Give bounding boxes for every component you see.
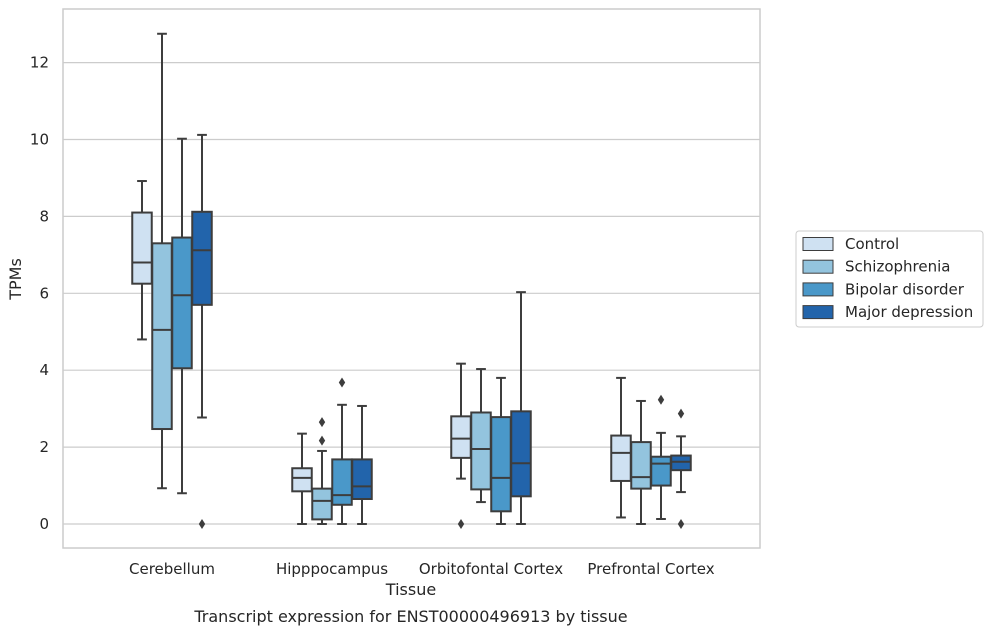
boxes <box>131 32 692 529</box>
legend-swatch-3 <box>802 282 834 297</box>
box-3-0 <box>191 133 213 529</box>
y-tick-label-8: 8 <box>39 207 49 225</box>
x-axis-label: Tissue <box>385 580 436 599</box>
legend-label-4: Major depression <box>845 303 973 321</box>
box-3-3 <box>670 408 692 529</box>
y-tick-label-12: 12 <box>30 54 49 72</box>
legend-swatch-4 <box>802 305 834 320</box>
y-tick-label-10: 10 <box>30 131 49 149</box>
iqr-box <box>630 441 652 490</box>
box-0-1 <box>291 432 313 525</box>
flier-0 <box>318 435 326 446</box>
flier-0 <box>657 394 665 405</box>
y-tick-labels: 0 2 4 6 8 10 12 <box>30 54 49 533</box>
iqr-box <box>331 458 353 506</box>
legend-frame <box>795 230 984 328</box>
iqr-box <box>311 487 333 521</box>
legend-swatch-1 <box>802 237 834 251</box>
y-tick-label-6: 6 <box>39 284 49 302</box>
box-0-3 <box>610 376 632 519</box>
x-tick-label-3: Orbitofontal Cortex <box>419 560 563 578</box>
iqr-box <box>131 211 153 285</box>
x-tick-label-2: Hipppocampus <box>276 560 388 578</box>
y-axis-label: TPMs <box>6 258 25 301</box>
box-3-2 <box>510 291 532 525</box>
box-2-1 <box>331 377 353 525</box>
box-0-0 <box>131 180 153 341</box>
box-3-1 <box>351 404 373 525</box>
flier-1 <box>318 417 326 428</box>
flier-0 <box>198 519 206 529</box>
legend-label-2: Schizophrenia <box>845 258 950 276</box>
flier-0 <box>677 519 685 529</box>
iqr-box <box>171 236 193 370</box>
box-1-0 <box>151 32 173 490</box>
legend-swatch-2 <box>802 259 834 274</box>
legend: Control Schizophrenia Bipolar disorder Majo… <box>795 230 984 328</box>
box-1-1 <box>311 417 333 525</box>
flier-0 <box>457 519 465 529</box>
chart-caption: Transcript expression for ENST0000049691… <box>193 607 627 626</box>
iqr-box <box>470 411 492 491</box>
iqr-box <box>351 458 373 501</box>
legend-label-1: Control <box>845 235 899 253</box>
flier-0 <box>338 377 346 388</box>
iqr-box <box>490 416 512 513</box>
iqr-box <box>191 210 213 306</box>
iqr-box <box>510 410 532 498</box>
iqr-box <box>610 434 632 482</box>
box-2-0 <box>171 137 193 495</box>
x-tick-labels: Cerebellum Hipppocampus Orbitofontal Corte… <box>129 560 715 578</box>
iqr-box <box>670 454 692 472</box>
x-tick-label-1: Cerebellum <box>129 560 215 578</box>
x-tick-label-4: Prefrontal Cortex <box>587 560 714 578</box>
y-tick-label-2: 2 <box>39 438 49 456</box>
iqr-box <box>291 467 313 493</box>
flier-1 <box>677 408 685 419</box>
iqr-box <box>151 242 173 431</box>
y-tick-label-0: 0 <box>39 515 49 533</box>
box-0-2 <box>450 362 472 529</box>
iqr-box <box>450 415 472 459</box>
legend-label-3: Bipolar disorder <box>845 280 965 298</box>
iqr-box <box>650 455 672 487</box>
y-tick-label-4: 4 <box>39 361 49 379</box>
plot-frame <box>62 8 761 549</box>
